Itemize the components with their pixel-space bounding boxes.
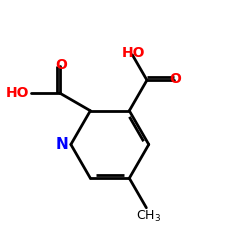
Text: HO: HO — [6, 86, 29, 100]
Text: N: N — [55, 137, 68, 152]
Text: CH$_3$: CH$_3$ — [136, 209, 161, 224]
Text: HO: HO — [122, 46, 145, 60]
Text: O: O — [169, 72, 181, 86]
Text: O: O — [55, 58, 67, 72]
